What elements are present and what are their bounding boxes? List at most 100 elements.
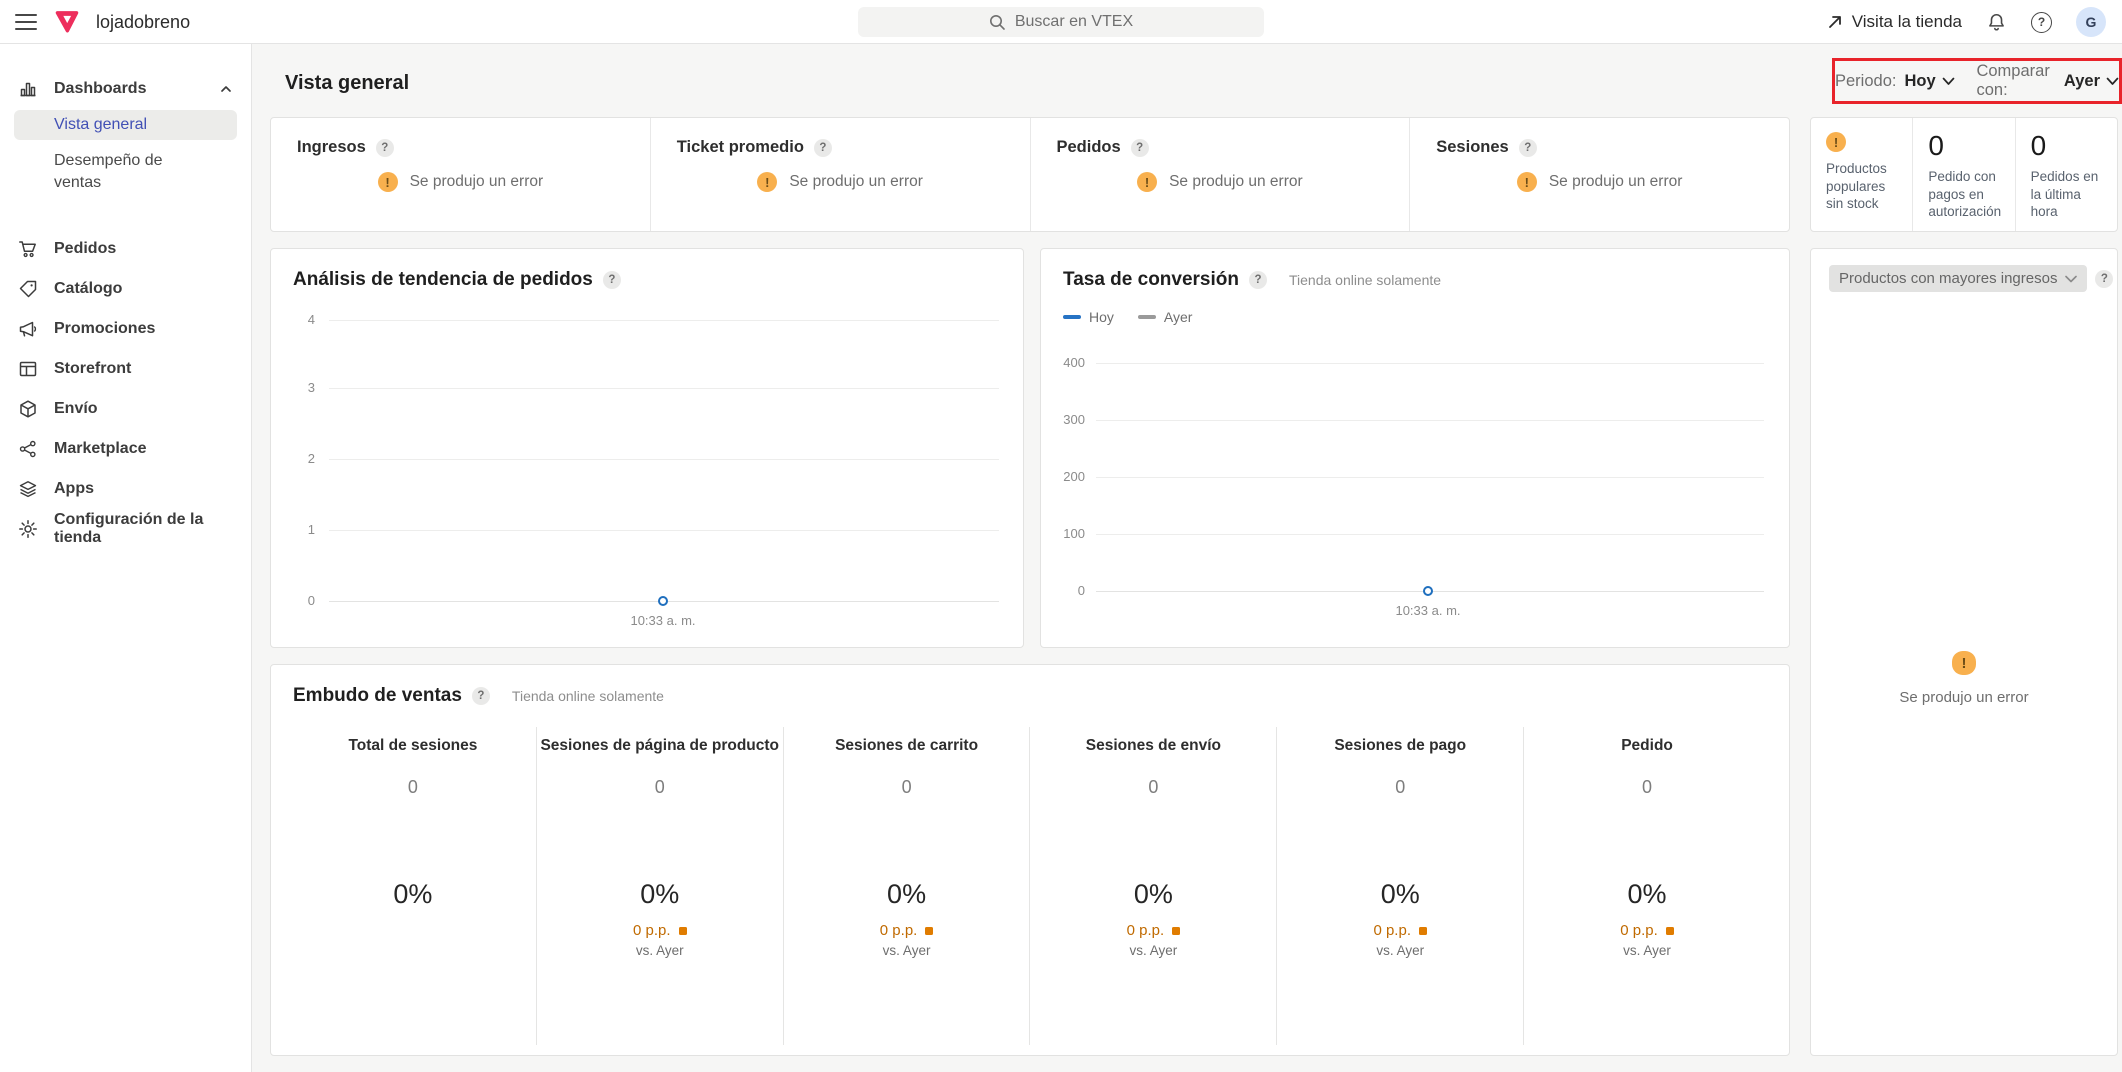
search-placeholder: Buscar en VTEX [1014, 13, 1134, 30]
funnel-col-sesiones-carrito: Sesiones de carrito 0 0% 0 p.p. vs. Ayer [784, 727, 1031, 1045]
visit-store-button[interactable]: Visita la tienda [1827, 12, 1962, 32]
sidebar-item-marketplace[interactable]: Marketplace [0, 429, 251, 469]
conversion-rate-chart-card: Tasa de conversión ? Tienda online solam… [1040, 248, 1790, 648]
error-message: Se produjo un error [1548, 173, 1683, 190]
y-tick: 1 [307, 522, 315, 537]
y-tick: 3 [307, 380, 315, 395]
delta-marker-icon [678, 926, 687, 935]
topbar: lojadobreno Buscar en VTEX Visita la tie… [0, 0, 2122, 44]
sidebar: Dashboards Vista general Desempeño de ve… [0, 44, 252, 1072]
search-input[interactable]: Buscar en VTEX [858, 7, 1264, 37]
store-name: lojadobreno [96, 12, 191, 32]
period-dropdown[interactable]: Hoy [1904, 72, 1954, 91]
y-tick: 0 [307, 593, 315, 608]
kpi-card-ticket-promedio: Ticket promedio ? ! Se produjo un error [651, 118, 1031, 231]
warning-icon: ! [377, 172, 398, 192]
chart-title: Embudo de ventas [293, 685, 462, 706]
sidebar-item-desempeno-de-ventas[interactable]: Desempeño de ventas [54, 152, 163, 191]
help-badge-icon[interactable]: ? [602, 271, 621, 289]
bar-chart-icon [18, 79, 38, 99]
error-message: Se produjo un error [789, 173, 923, 190]
chart-title: Análisis de tendencia de pedidos [293, 269, 593, 290]
legend-swatch [1063, 315, 1081, 319]
sidebar-item-dashboards[interactable]: Dashboards [0, 70, 251, 108]
chevron-up-icon [219, 82, 233, 96]
help-badge-icon[interactable]: ? [2095, 269, 2114, 288]
storefront-icon [18, 359, 38, 379]
compare-dropdown[interactable]: Ayer [2064, 72, 2119, 91]
products-metric-dropdown[interactable]: Productos con mayores ingresos [1829, 265, 2088, 292]
chart-subtitle: Tienda online solamente [511, 688, 664, 704]
data-point [658, 596, 668, 606]
delta-marker-icon [1418, 926, 1427, 935]
gridline [329, 459, 999, 460]
kpi-card-sesiones: Sesiones ? ! Se produjo un error [1436, 138, 1683, 192]
chart-legend: Hoy Ayer [1063, 309, 1192, 325]
legend-item-ayer: Ayer [1137, 309, 1192, 325]
vtex-logo-icon [54, 9, 80, 35]
help-button[interactable]: ? [2031, 11, 2052, 33]
chart-title: Tasa de conversión [1063, 269, 1239, 290]
help-glyph: ? [2037, 15, 2046, 29]
share-icon [18, 439, 38, 459]
delta-marker-icon [1665, 926, 1674, 935]
help-badge-icon[interactable]: ? [1249, 271, 1267, 289]
warning-icon: ! [1516, 172, 1537, 192]
y-tick: 200 [1063, 469, 1085, 484]
period-controls-annotation-box: Periodo: Hoy Comparar con: Ayer [1832, 58, 2122, 104]
funnel-col-sesiones-envio: Sesiones de envío 0 0% 0 p.p. vs. Ayer [1030, 727, 1278, 1045]
sidebar-item-storefront[interactable]: Storefront [0, 349, 251, 389]
sidebar-item-label: Dashboards [54, 80, 147, 97]
alerts-summary-card: ! Productos populares sin stock 0 Pedido… [1810, 117, 2118, 232]
warning-icon: ! [757, 172, 778, 192]
compare-label: Comparar con: [1976, 62, 2050, 99]
page-title: Vista general [285, 72, 410, 94]
sidebar-item-catalogo[interactable]: Catálogo [0, 269, 251, 309]
help-badge-icon[interactable]: ? [471, 687, 490, 705]
help-badge-icon[interactable]: ? [813, 138, 832, 157]
period-label: Periodo: [1835, 71, 1897, 90]
layers-icon [18, 479, 38, 499]
error-message: Se produjo un error [1899, 689, 2029, 706]
legend-item-hoy: Hoy [1063, 309, 1114, 325]
help-badge-icon[interactable]: ? [375, 138, 394, 157]
sidebar-item-vista-general[interactable]: Vista general [14, 110, 237, 140]
sidebar-item-apps[interactable]: Apps [0, 469, 251, 509]
summary-orders-in-authorization: 0 Pedido con pagos en autorización [1913, 118, 2016, 231]
gear-icon [18, 519, 38, 539]
x-tick: 10:33 a. m. [1395, 603, 1461, 618]
hamburger-menu-icon[interactable] [14, 11, 38, 33]
delta-marker-icon [925, 926, 934, 935]
kpi-card-ingresos: Ingresos ? ! Se produjo un error [271, 118, 651, 231]
gridline [329, 320, 999, 321]
sidebar-nav-list: Pedidos Catálogo Promociones Storefront [0, 229, 251, 549]
help-badge-icon[interactable]: ? [1518, 138, 1537, 157]
gridline [1096, 477, 1764, 478]
avatar[interactable]: G [2076, 7, 2106, 37]
sidebar-item-configuracion[interactable]: Configuración de la tienda [0, 509, 251, 549]
sales-funnel-card: Embudo de ventas ? Tienda online solamen… [270, 664, 1790, 1056]
chevron-down-icon [2065, 275, 2078, 282]
sidebar-item-promociones[interactable]: Promociones [0, 309, 251, 349]
summary-orders-last-hour: 0 Pedidos en la última hora [2030, 130, 2099, 220]
kpi-card-pedidos: Pedidos ? ! Se produjo un error [1031, 118, 1411, 231]
sidebar-item-envio[interactable]: Envío [0, 389, 251, 429]
gridline [329, 530, 999, 531]
search-icon [989, 14, 1005, 30]
chevron-down-icon [2106, 77, 2119, 85]
x-tick: 10:33 a. m. [630, 613, 696, 628]
y-tick: 300 [1063, 412, 1085, 427]
gridline [1096, 534, 1764, 535]
notifications-button[interactable] [1986, 12, 2007, 33]
package-icon [18, 399, 38, 419]
order-trend-chart-card: Análisis de tendencia de pedidos ? 4 3 2… [270, 248, 1024, 648]
gridline [329, 388, 999, 389]
error-message: Se produjo un error [1169, 173, 1303, 190]
y-tick: 100 [1063, 526, 1085, 541]
warning-icon: ! [1952, 651, 1976, 675]
help-badge-icon[interactable]: ? [1130, 138, 1149, 157]
main-content: Vista general Periodo: Hoy Comparar con:… [252, 44, 2122, 1072]
funnel-columns: Total de sesiones 0 0% Sesiones de págin… [290, 727, 1770, 1045]
sidebar-item-pedidos[interactable]: Pedidos [0, 229, 251, 269]
